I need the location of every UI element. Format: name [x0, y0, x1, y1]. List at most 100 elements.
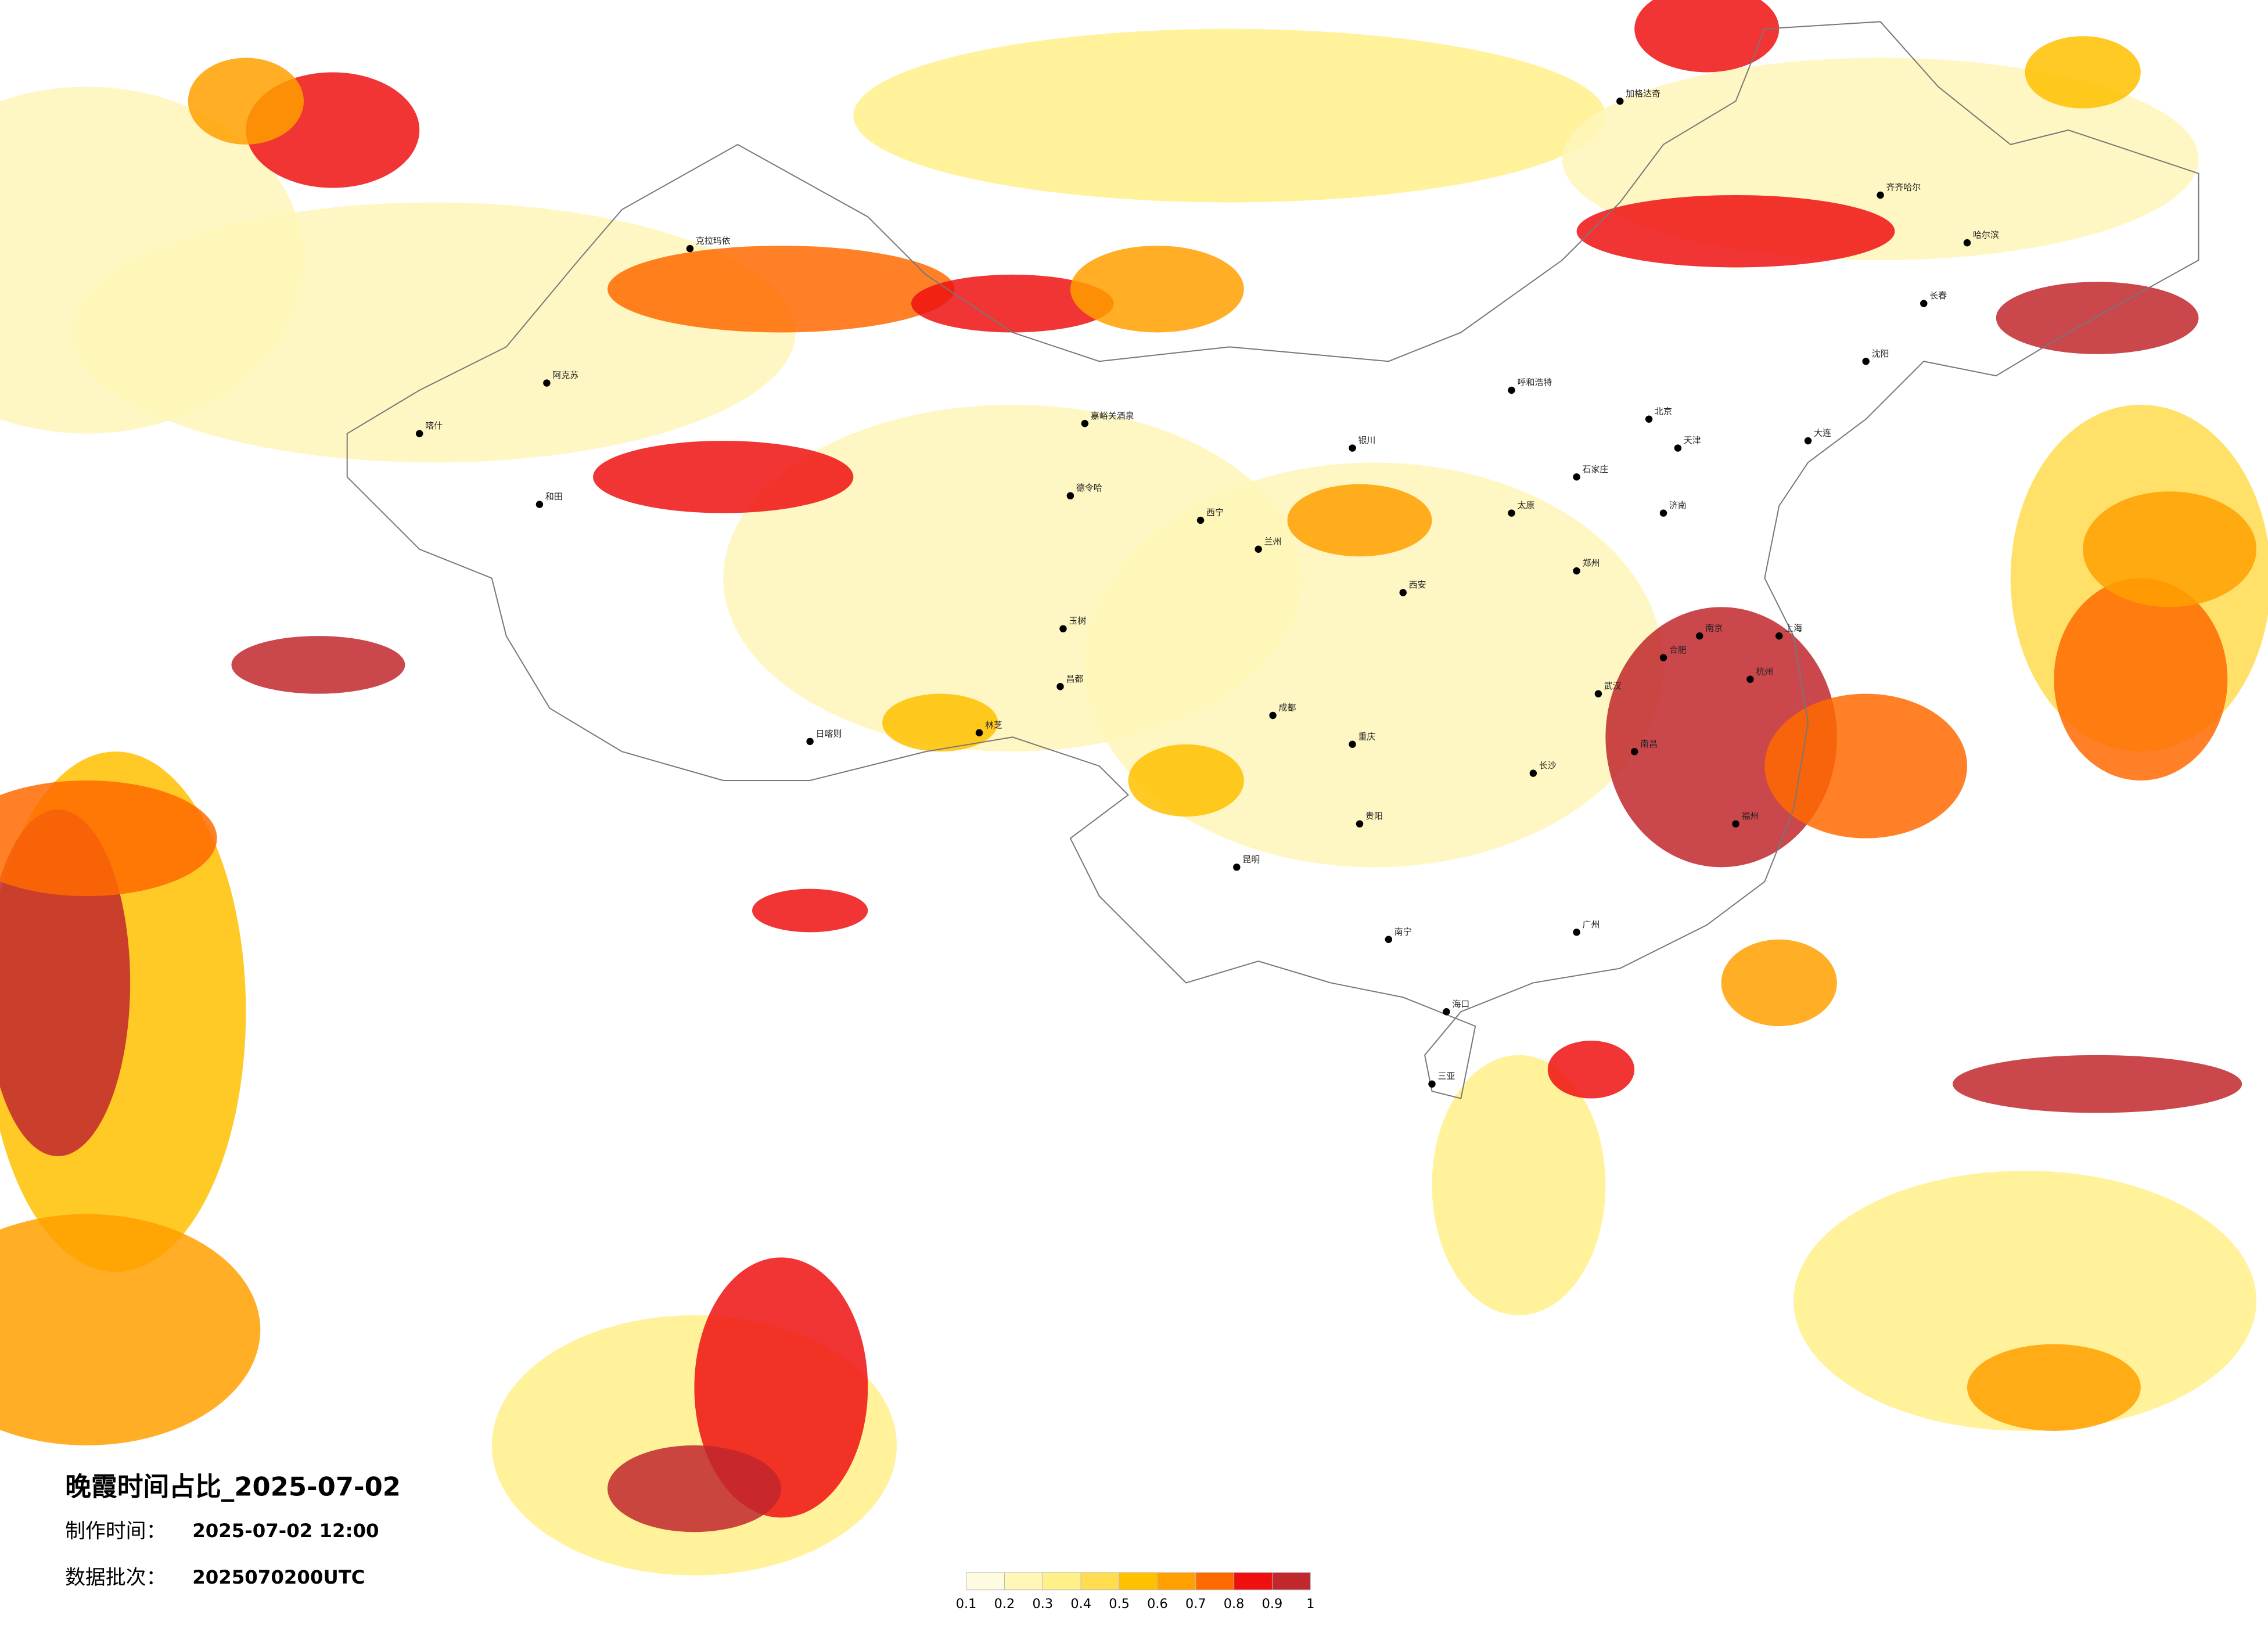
- city-label: 南宁: [1394, 926, 1412, 937]
- city-dot: [1630, 748, 1638, 756]
- city-label: 加格达奇: [1626, 88, 1660, 99]
- colorbar-tick-label: 0.9: [1262, 1596, 1283, 1611]
- city-dot: [1508, 386, 1515, 394]
- city-dot: [535, 501, 544, 508]
- colorbar-tick-label: 0.4: [1070, 1596, 1091, 1611]
- city-dot: [1659, 654, 1667, 661]
- city-label: 西宁: [1206, 508, 1224, 518]
- city-label: 郑州: [1583, 558, 1600, 569]
- city-label: 海口: [1452, 999, 1469, 1009]
- city-label: 重庆: [1358, 731, 1376, 742]
- city-label: 大连: [1814, 428, 1831, 438]
- colorbar-box: [1119, 1572, 1158, 1591]
- city-label: 合肥: [1669, 645, 1687, 655]
- city-dot: [1573, 567, 1580, 575]
- city-label: 沈阳: [1872, 348, 1889, 359]
- city-dot: [1349, 740, 1356, 748]
- sunset-patch: [1287, 484, 1432, 557]
- sunset-patch: [1721, 939, 1837, 1027]
- sunset-patch: [1432, 1055, 1606, 1315]
- city-label: 西安: [1409, 580, 1426, 590]
- china-outline: [346, 21, 2199, 1099]
- city-dot: [1877, 191, 1884, 199]
- city-label: 昌都: [1066, 674, 1083, 684]
- city-dot: [1428, 1080, 1436, 1088]
- colorbar-tick-label: 0.5: [1109, 1596, 1130, 1611]
- city-dot: [1732, 820, 1739, 828]
- city-label: 呼和浩特: [1517, 377, 1552, 388]
- city-dot: [1659, 509, 1667, 517]
- city-dot: [1746, 675, 1754, 683]
- city-dot: [1255, 545, 1262, 553]
- sunset-patch: [72, 202, 796, 463]
- city-label: 济南: [1669, 500, 1687, 510]
- city-label: 银川: [1358, 435, 1376, 445]
- sunset-patch: [1953, 1055, 2242, 1113]
- sunset-patch: [1070, 246, 1244, 333]
- city-label: 福州: [1741, 811, 1759, 821]
- sunset-patch: [1547, 1041, 1635, 1099]
- sunset-patch: [231, 636, 405, 694]
- city-dot: [1385, 936, 1393, 943]
- city-dot: [806, 738, 814, 746]
- city-dot: [1196, 516, 1205, 524]
- city-dot: [1356, 820, 1364, 828]
- sunset-patch: [853, 28, 1606, 203]
- city-label: 阿克苏: [552, 370, 578, 380]
- batch-label: 数据批次：: [65, 1566, 166, 1589]
- colorbar-tick-label: 0.8: [1224, 1596, 1245, 1611]
- colorbar-tick-label: 0.1: [956, 1596, 977, 1611]
- sunset-patch: [593, 441, 854, 513]
- city-label: 武汉: [1604, 681, 1622, 691]
- colorbar-box: [1080, 1572, 1120, 1591]
- city-dot: [975, 729, 983, 737]
- city-dot: [1862, 358, 1870, 365]
- city-label: 南京: [1705, 623, 1723, 634]
- city-dot: [1081, 420, 1089, 427]
- city-label: 喀什: [425, 420, 443, 431]
- city-label: 上海: [1785, 623, 1802, 634]
- city-dot: [1573, 473, 1580, 481]
- sunset-patch: [607, 1445, 781, 1533]
- city-label: 杭州: [1756, 666, 1773, 677]
- city-label: 长春: [1929, 290, 1947, 301]
- city-dot: [1066, 492, 1074, 499]
- sunset-patch: [188, 57, 304, 145]
- city-dot: [1594, 690, 1602, 697]
- city-label: 长沙: [1539, 760, 1557, 771]
- colorbar-box: [1195, 1572, 1235, 1591]
- colorbar-box: [1234, 1572, 1273, 1591]
- city-dot: [1059, 625, 1067, 632]
- city-label: 和田: [545, 491, 563, 502]
- city-dot: [1399, 589, 1407, 596]
- city-dot: [1056, 683, 1064, 690]
- colorbar-tick-label: 1: [1306, 1596, 1314, 1611]
- colorbar-tick-label: 0.3: [1033, 1596, 1054, 1611]
- colorbar-box: [1004, 1572, 1043, 1591]
- sunset-patch: [0, 1214, 261, 1445]
- city-label: 德令哈: [1076, 483, 1102, 493]
- sunset-patch: [1128, 744, 1244, 817]
- sunset-patch: [1793, 1171, 2257, 1431]
- sunset-patch: [1996, 282, 2199, 354]
- city-dot: [1508, 509, 1515, 517]
- colorbar-box: [1271, 1572, 1311, 1591]
- colorbar-tick-label: 0.2: [994, 1596, 1015, 1611]
- city-label: 玉树: [1069, 616, 1086, 626]
- city-label: 太原: [1517, 500, 1534, 510]
- colorbar: 0.1 0.2 0.3 0.4 0.5 0.6 0.7 0.8 0.9 1: [956, 1572, 1314, 1611]
- sunset-field: [0, 0, 2268, 1575]
- sunset-patch: [1576, 195, 1895, 268]
- city-label: 哈尔滨: [1973, 230, 1999, 240]
- city-dot: [1233, 864, 1241, 871]
- sunset-patch: [0, 809, 131, 1157]
- city-label: 林芝: [985, 720, 1002, 730]
- colorbar-box: [966, 1572, 1005, 1591]
- city-label: 昆明: [1242, 854, 1260, 865]
- map-title: 晚霞时间占比_2025-07-02: [65, 1472, 401, 1502]
- city-dot: [686, 244, 694, 253]
- sunset-patch: [2025, 36, 2141, 109]
